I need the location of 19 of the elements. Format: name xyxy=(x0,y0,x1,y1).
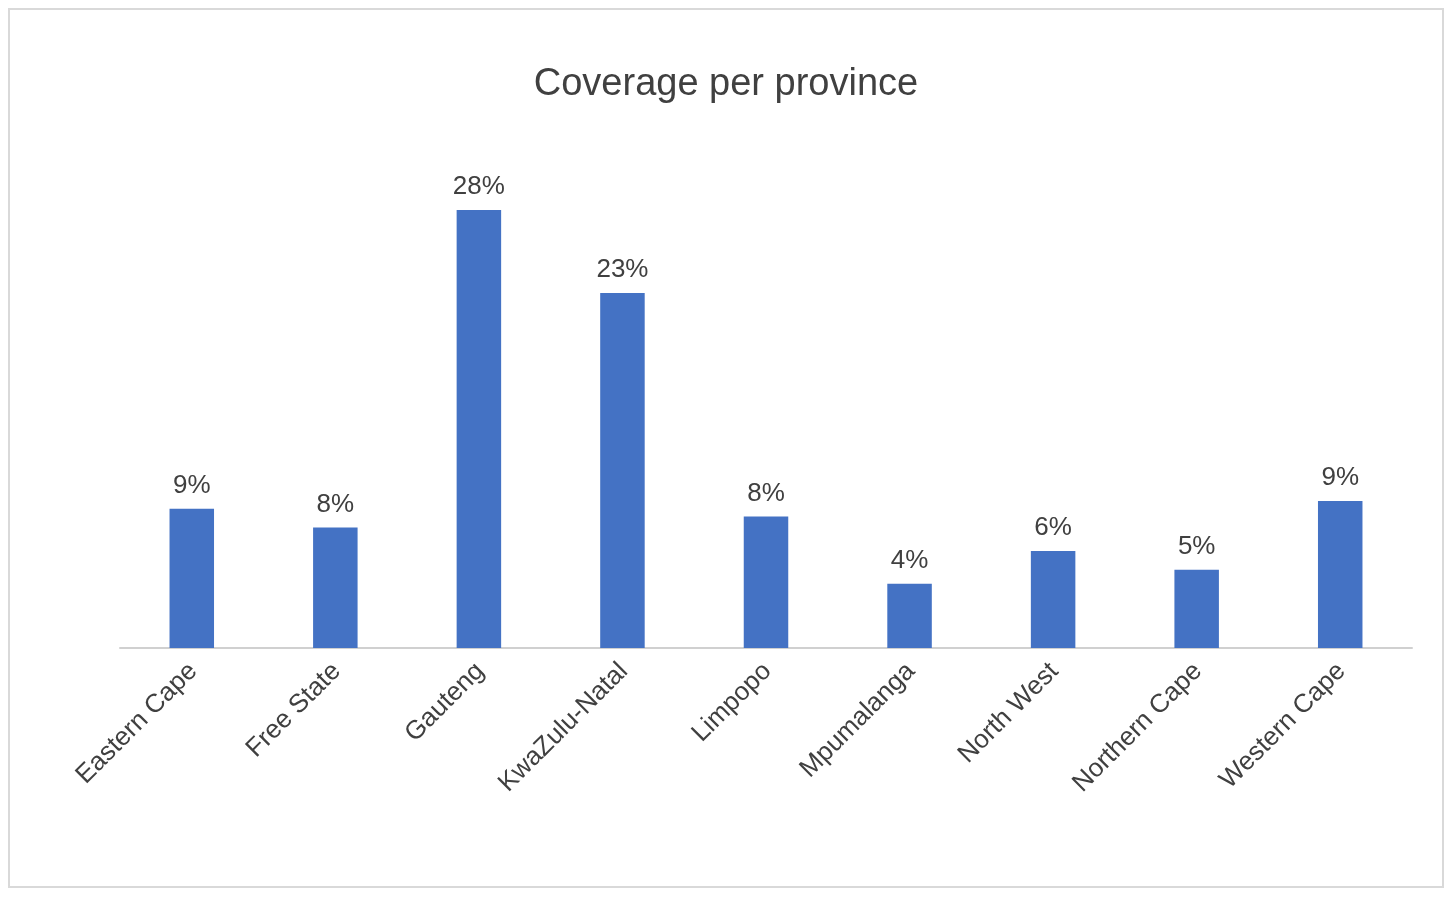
data-label: 9% xyxy=(1321,460,1360,491)
data-label: 8% xyxy=(747,476,785,507)
data-label: 28% xyxy=(452,170,505,200)
data-label: 5% xyxy=(1177,529,1216,560)
data-label: 9% xyxy=(172,468,211,499)
data-label: 6% xyxy=(1034,511,1072,542)
data-label: 8% xyxy=(316,487,355,518)
bar xyxy=(743,516,789,648)
bar xyxy=(887,583,932,648)
bar xyxy=(1317,500,1363,648)
data-label: 4% xyxy=(890,543,929,574)
chart-title: Coverage per province xyxy=(533,61,919,103)
bar xyxy=(1174,569,1219,648)
data-label: 23% xyxy=(596,252,649,283)
bar xyxy=(313,527,358,648)
bar xyxy=(456,210,502,648)
bar xyxy=(1030,551,1076,648)
bar xyxy=(169,508,215,648)
bar xyxy=(600,292,645,648)
